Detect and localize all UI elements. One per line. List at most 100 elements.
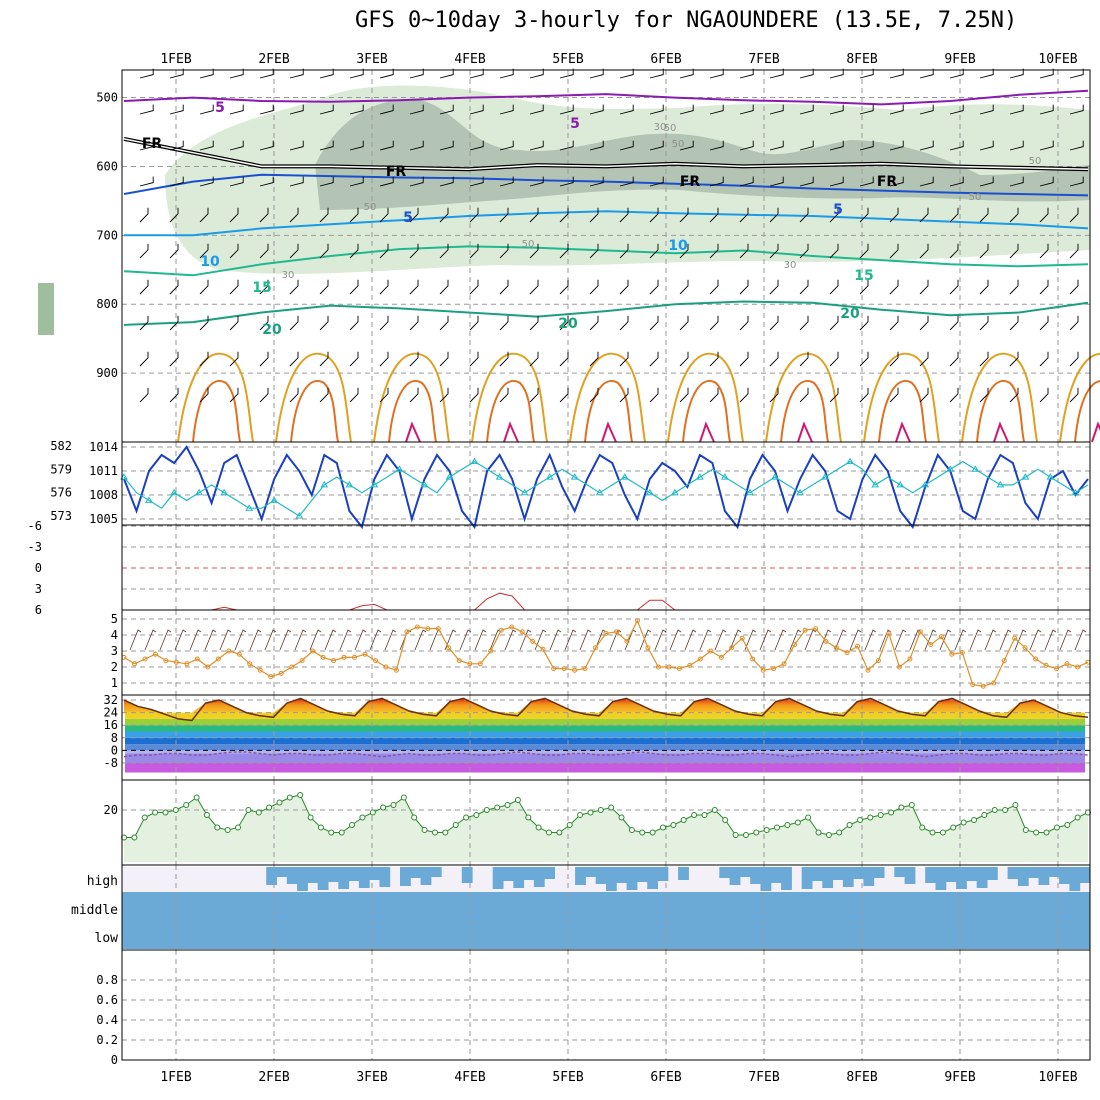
wind-barb — [889, 243, 899, 259]
wind-barb — [739, 351, 749, 367]
wind-barb — [889, 387, 899, 403]
wind-barb — [559, 351, 569, 367]
wind-barb — [649, 387, 659, 403]
thickness-point — [395, 465, 404, 472]
wind-tick: 4 — [111, 628, 118, 642]
cloud-level-high: high — [87, 874, 118, 889]
temp-band — [125, 731, 1085, 738]
slp-tick: 1005 — [89, 512, 118, 526]
rh-point — [1043, 829, 1050, 836]
cloud-high-bar — [369, 867, 380, 880]
rh-point — [483, 807, 490, 813]
wind-speed-point — [980, 683, 986, 689]
temp-band — [125, 718, 1085, 726]
surface-wind-barb — [849, 629, 862, 651]
cloud-high-bar — [966, 867, 978, 881]
rh-point — [369, 809, 376, 816]
wind-barb — [559, 279, 569, 295]
surface-wind-barb — [804, 629, 817, 651]
temp-contour-30 — [976, 380, 1025, 443]
wind-barb — [529, 387, 539, 403]
wind-barb — [709, 176, 724, 187]
wind-barb — [169, 351, 179, 367]
wind-barb — [559, 104, 574, 115]
rh-point — [131, 834, 138, 841]
thickness-line — [123, 460, 1089, 517]
wind-barb — [859, 351, 869, 367]
wind-barb — [349, 351, 359, 367]
cloud-high-bar — [420, 867, 432, 885]
temp-contour-35 — [895, 421, 911, 443]
cloud-high-bar — [678, 867, 689, 880]
rh-point — [442, 829, 449, 836]
wind-barb — [949, 176, 964, 187]
wind-barb — [379, 104, 394, 115]
rh-point — [825, 832, 832, 838]
cloud-high-bar — [606, 867, 617, 891]
wind-barb — [559, 68, 574, 79]
cloud-high-bar — [935, 867, 947, 890]
cloud-high-bar — [626, 867, 638, 890]
wind-barb — [349, 140, 364, 151]
rh-point — [597, 807, 604, 813]
rh-point — [888, 809, 895, 816]
cloud-high-bar — [770, 867, 782, 883]
temp-contour-25 — [1059, 353, 1100, 443]
wind-speed-point — [142, 656, 148, 662]
cloud-high-bar — [750, 867, 761, 884]
wind-barb — [139, 104, 154, 115]
wind-speed-point — [289, 664, 295, 670]
rh-point — [411, 814, 418, 821]
wind-speed-point — [530, 638, 536, 644]
wind-barb — [469, 140, 484, 151]
surface-wind-barb — [1059, 629, 1072, 651]
wind-barb — [679, 315, 689, 331]
thickness-point — [145, 496, 153, 503]
temp-contour-30 — [192, 380, 241, 443]
thickness-point — [320, 480, 329, 488]
rh-point — [732, 832, 739, 838]
rh-point — [857, 817, 863, 823]
rh-point — [276, 799, 283, 806]
rh-point — [338, 829, 345, 836]
wind-barb — [469, 279, 479, 295]
wind-barb — [289, 68, 304, 79]
date-label-top: 1FEB — [160, 52, 191, 67]
surface-wind-barb — [159, 629, 172, 651]
wind-barb — [469, 315, 479, 331]
wind-barb — [1009, 387, 1019, 403]
surface-wind-barb — [864, 629, 877, 651]
wind-barb — [499, 315, 509, 331]
thickness-point — [195, 488, 203, 496]
wind-speed-point — [875, 658, 881, 664]
wind-speed-point — [1033, 656, 1039, 662]
wind-barb — [829, 387, 839, 403]
panel-frame — [121, 949, 1091, 1061]
wind-barb — [289, 140, 304, 151]
wind-barb — [409, 279, 419, 295]
thickness-point — [270, 496, 279, 503]
wind-barb — [979, 68, 994, 79]
wind-speed-point — [352, 654, 357, 660]
temp-band — [125, 737, 1085, 745]
rh-point — [297, 792, 304, 798]
isotherm-label: FR — [386, 164, 407, 180]
surface-wind-barb — [234, 629, 247, 651]
wind-speed-line — [123, 619, 1089, 687]
wind-barb — [259, 315, 269, 331]
wind-speed-point — [383, 664, 389, 670]
wind-barb — [199, 68, 214, 79]
wind-barb — [709, 315, 719, 331]
temp-tick: 24 — [104, 706, 118, 720]
wind-barb — [379, 387, 389, 403]
rh-contour-label: 50 — [664, 123, 677, 134]
wind-barb — [619, 351, 629, 367]
cloud-high-bar — [1059, 867, 1070, 884]
rh-point — [1074, 814, 1081, 821]
temp-contour-30 — [584, 380, 633, 443]
stability-tick: 6 — [35, 603, 42, 617]
wind-speed-point — [341, 654, 347, 660]
rh-contour-label: 50 — [969, 192, 982, 203]
thickness-point — [671, 488, 679, 496]
wind-barb — [979, 279, 989, 295]
